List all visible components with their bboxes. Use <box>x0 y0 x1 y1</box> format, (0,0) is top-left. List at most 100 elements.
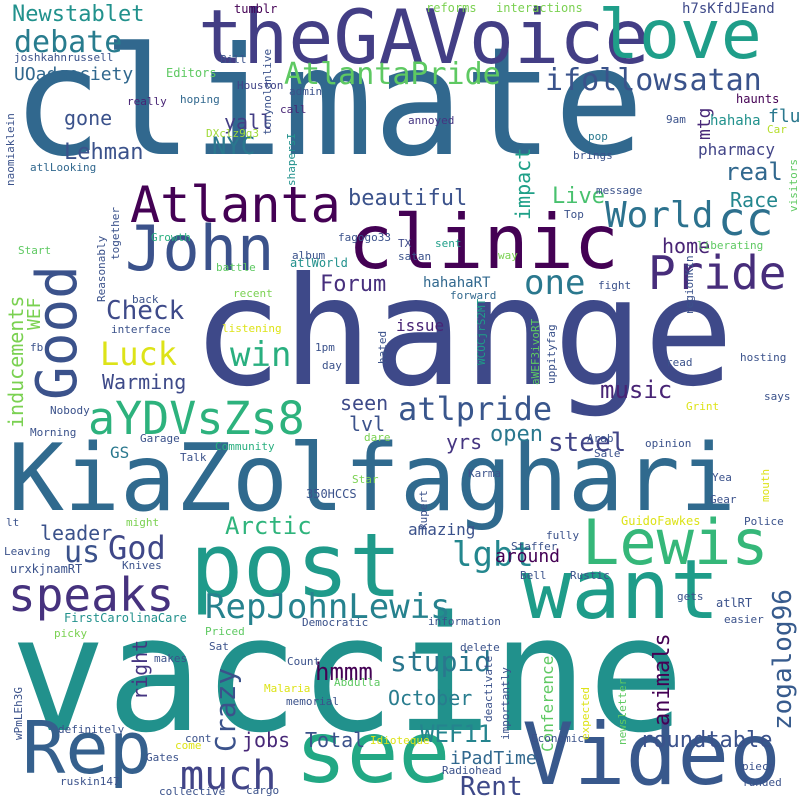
word-naomiaklein: naomiaklein <box>4 113 17 186</box>
word-impact: impact <box>511 147 535 220</box>
word-cargo: cargo <box>246 784 280 797</box>
word-wpmleh3g: wPmLEh3G <box>12 687 25 740</box>
word-funded: funded <box>742 776 782 789</box>
word-animals: animals <box>650 633 675 726</box>
word-gates: Gates <box>146 751 180 764</box>
word-atlrt: atlRT <box>716 596 753 610</box>
word-bill: Bill <box>220 53 247 66</box>
word-newsletter: newsletter <box>616 678 629 745</box>
word-importantly: importantly <box>499 667 512 740</box>
word-good: Good <box>25 265 90 400</box>
word-fight: fight <box>598 279 632 292</box>
word-one: one <box>524 263 586 303</box>
word-see: see <box>295 703 451 800</box>
word-sat: Sat <box>209 640 229 653</box>
word-sale: Sale <box>594 447 621 460</box>
word-brings: brings <box>573 149 613 162</box>
word-annoyed: annoyed <box>408 114 455 127</box>
word-ruskin147: ruskin147 <box>60 775 120 788</box>
word-awef3ivort: aWEF3ivoRT <box>529 318 542 385</box>
word-shapersi: shapersI <box>285 133 298 186</box>
word-stupid: stupid <box>390 645 492 678</box>
word-satan: satan <box>398 250 432 263</box>
word-dare: dare <box>364 431 391 444</box>
word-grint: Grint <box>686 400 720 413</box>
word-opinion: opinion <box>645 437 692 450</box>
word-economic: Economic <box>531 732 584 745</box>
word-album: album <box>292 249 326 262</box>
word-350hccs: 350HCCS <box>306 487 357 501</box>
word-deactivate: deactivate <box>482 655 495 722</box>
word-top: Top <box>564 208 584 221</box>
word-wef11: WEF11 <box>420 720 493 748</box>
word-inducements: inducements <box>4 295 28 428</box>
word-easier: easier <box>724 613 764 626</box>
word-reforms: reforms <box>426 1 477 15</box>
word-seen: seen <box>340 391 389 415</box>
word-day: day <box>322 359 342 372</box>
word-community: Community <box>215 440 275 453</box>
word-nyc: NYC <box>212 132 256 160</box>
word-battle: battle <box>216 261 256 274</box>
word-beautiful: beautiful <box>348 186 468 211</box>
word-morning: Morning <box>30 426 77 439</box>
word-debate: debate <box>14 25 123 60</box>
word-total: Total <box>305 728 366 752</box>
word-houston: Houston <box>237 79 284 92</box>
word-real: real <box>725 158 783 186</box>
word-atlpride: atlpride <box>398 390 553 428</box>
word-garage: Garage <box>140 432 180 445</box>
word-admin: admin <box>289 85 323 98</box>
word-visitors: visitors <box>787 159 800 212</box>
word-definitely: definitely <box>58 723 125 736</box>
word-music: music <box>600 376 673 404</box>
word-jobs: jobs <box>242 728 291 752</box>
word-staffer: Staffer <box>511 540 558 553</box>
word-issue: issue <box>396 316 445 335</box>
word-want: want <box>522 543 720 638</box>
word-haunts: haunts <box>736 92 780 106</box>
word-way: way <box>498 249 518 262</box>
word-firstcarolinacare: FirstCarolinaCare <box>64 611 187 625</box>
word-lgbt: lgbt <box>452 535 534 575</box>
word-luck: Luck <box>100 335 178 373</box>
word-together: together <box>109 207 122 260</box>
word-really: really <box>127 95 167 108</box>
word-gone: gone <box>64 106 113 130</box>
word-us: us <box>64 535 101 570</box>
word-priced: Priced <box>205 625 245 638</box>
word-hoping: hoping <box>180 93 220 106</box>
word-amazing: amazing <box>408 520 476 539</box>
word-pop: pop <box>588 130 608 143</box>
word-message: message <box>596 184 643 197</box>
word-ifollowsatan: ifollowsatan <box>545 63 762 98</box>
word-john: John <box>125 212 275 285</box>
word-change: change <box>192 246 734 420</box>
word-crazy: Crazy <box>209 667 242 752</box>
word-collective: collective <box>159 785 226 798</box>
word-start: Start <box>18 244 52 257</box>
word-fb: fb <box>30 341 44 354</box>
word-climate: climate <box>12 16 645 190</box>
word-lvl: lvl <box>349 412 386 436</box>
word-hmmm: hmmm <box>315 658 373 686</box>
word-yrs: yrs <box>446 430 483 454</box>
word-interactions: interactions <box>496 1 583 15</box>
word-h7skfdjeand: h7sKfdJEand <box>682 1 775 17</box>
word-thegavoice: theGAVoice <box>198 0 650 81</box>
word-lehman: Lehman <box>64 140 144 165</box>
word-picky: picky <box>54 627 88 640</box>
word-democratic: Democratic <box>302 616 369 629</box>
word-might: might <box>126 516 160 529</box>
word-video: Video <box>522 705 781 800</box>
word-win: win <box>230 335 292 375</box>
word-hahaha: hahaha <box>710 113 761 129</box>
word-reasonably: Reasonably <box>95 235 108 302</box>
word-mouth: mouth <box>759 468 772 502</box>
word-knives: Knives <box>122 559 162 572</box>
word-delete: delete <box>460 641 500 654</box>
word-1pm: 1pm <box>315 341 335 354</box>
word-atlanta: Atlanta <box>130 176 341 234</box>
word-come: come <box>175 739 202 752</box>
